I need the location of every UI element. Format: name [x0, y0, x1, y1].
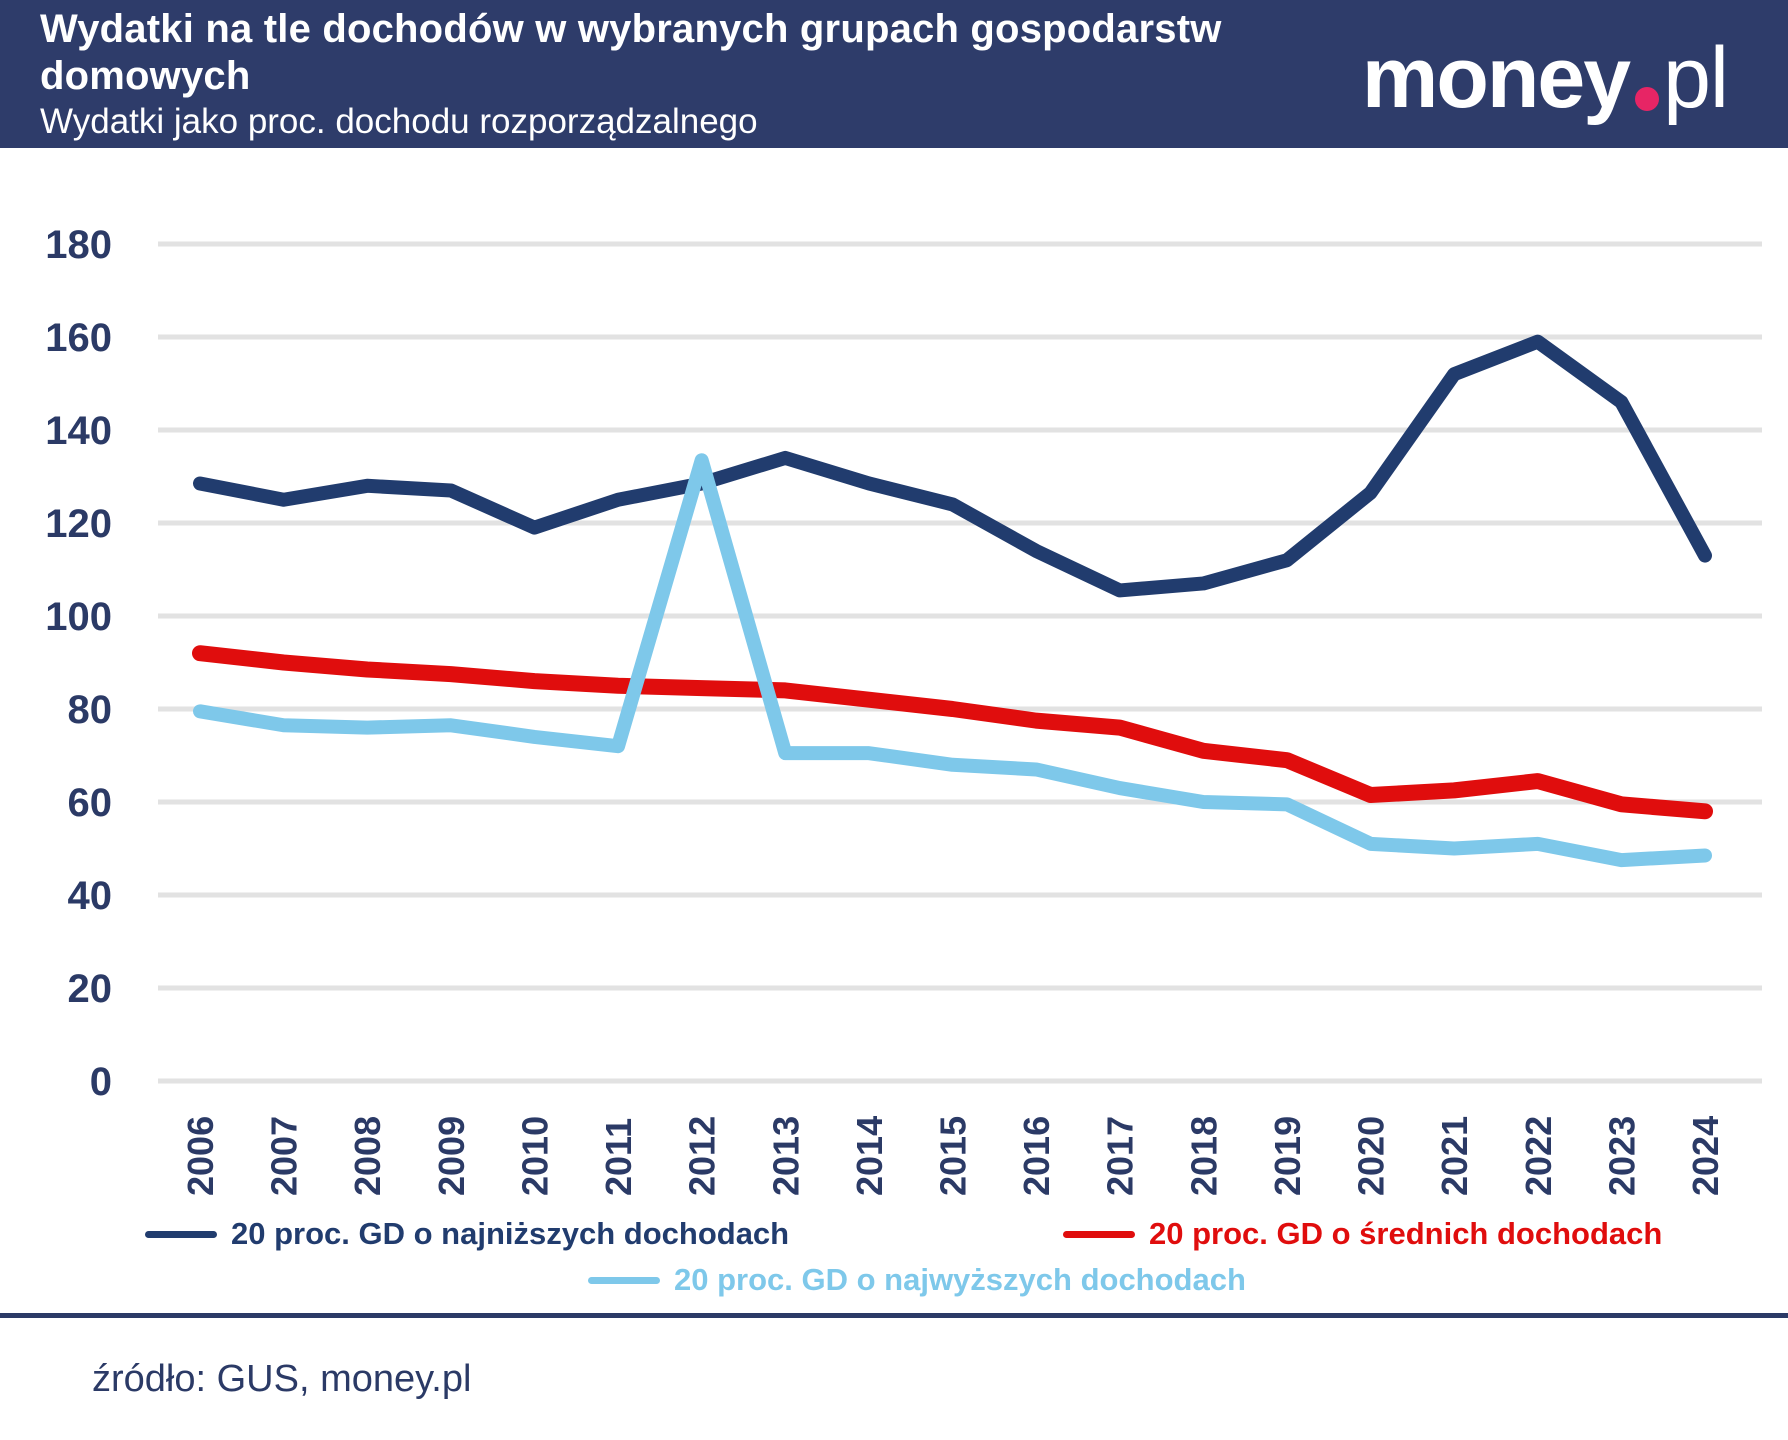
chart-svg: 0 20 40 60 80 100 120 140 160 180 2006 2007 2008 2009…: [45, 223, 1762, 1196]
y-tick-label-120: 120: [45, 502, 112, 546]
series-line-1: [192, 645, 1713, 820]
x-tick-label-2016: 2016: [1016, 1116, 1057, 1196]
legend-item-lowest-income: 20 proc. GD o najniższych dochodach: [145, 1216, 789, 1252]
x-tick-label-2007: 2007: [264, 1116, 305, 1196]
x-tick-label-2009: 2009: [431, 1116, 472, 1196]
moneypl-logo: money pl: [1361, 28, 1729, 128]
y-tick-label-0: 0: [90, 1060, 112, 1104]
x-tick-label-2023: 2023: [1601, 1116, 1642, 1196]
page-subtitle: Wydatki jako proc. dochodu rozporządzaln…: [40, 102, 758, 141]
page-title: Wydatki na tle dochodów w wybranych grup…: [40, 7, 1222, 98]
x-axis-tick-labels: 2006 2007 2008 2009 2010 2011 2012 2013 2014 2015…: [180, 1116, 1726, 1196]
legend-item-highest-income: 20 proc. GD o najwyższych dochodach: [588, 1262, 1246, 1298]
source-text: źródło: GUS, money.pl: [92, 1358, 472, 1400]
x-tick-label-2021: 2021: [1434, 1116, 1475, 1196]
y-tick-label-80: 80: [68, 688, 113, 732]
x-tick-label-2020: 2020: [1351, 1116, 1392, 1196]
header: Wydatki na tle dochodów w wybranych grup…: [0, 0, 1788, 148]
x-tick-label-2010: 2010: [514, 1116, 555, 1196]
x-tick-label-2019: 2019: [1267, 1116, 1308, 1196]
logo-dot-icon: [1635, 87, 1660, 111]
x-tick-label-2006: 2006: [180, 1116, 221, 1196]
y-axis-tick-labels: 0 20 40 60 80 100 120 140 160 180: [45, 223, 112, 1104]
legend-swatch-lowest-income: [145, 1230, 217, 1238]
y-tick-label-180: 180: [45, 223, 112, 267]
series-line-0: [193, 334, 1712, 598]
y-tick-label-140: 140: [45, 409, 112, 453]
gridlines: [158, 241, 1762, 1084]
logo-money-text: money: [1361, 29, 1631, 126]
legend-label-lowest-income: 20 proc. GD o najniższych dochodach: [231, 1216, 790, 1251]
legend-swatch-highest-income: [588, 1276, 660, 1284]
legend-swatch-middle-income: [1063, 1230, 1135, 1238]
y-tick-label-60: 60: [68, 781, 113, 825]
x-tick-label-2011: 2011: [598, 1118, 639, 1196]
footer-separator: [0, 1313, 1788, 1318]
logo-pl-text: pl: [1663, 29, 1729, 126]
x-tick-label-2022: 2022: [1518, 1116, 1559, 1196]
x-tick-label-2015: 2015: [933, 1116, 974, 1196]
x-tick-label-2017: 2017: [1100, 1116, 1141, 1196]
y-tick-label-40: 40: [68, 874, 113, 918]
series-line-2: [193, 453, 1712, 868]
y-tick-label-160: 160: [45, 316, 112, 360]
y-tick-label-20: 20: [68, 967, 113, 1011]
x-tick-label-2008: 2008: [347, 1116, 388, 1196]
legend-label-middle-income: 20 proc. GD o średnich dochodach: [1149, 1216, 1663, 1251]
x-tick-label-2012: 2012: [682, 1116, 723, 1196]
x-tick-label-2024: 2024: [1685, 1116, 1726, 1196]
y-tick-label-100: 100: [45, 595, 112, 639]
legend-label-highest-income: 20 proc. GD o najwyższych dochodach: [674, 1262, 1246, 1297]
x-tick-label-2018: 2018: [1183, 1116, 1224, 1196]
x-tick-label-2013: 2013: [765, 1116, 806, 1196]
legend-item-middle-income: 20 proc. GD o średnich dochodach: [1063, 1216, 1662, 1252]
x-tick-label-2014: 2014: [849, 1116, 890, 1196]
